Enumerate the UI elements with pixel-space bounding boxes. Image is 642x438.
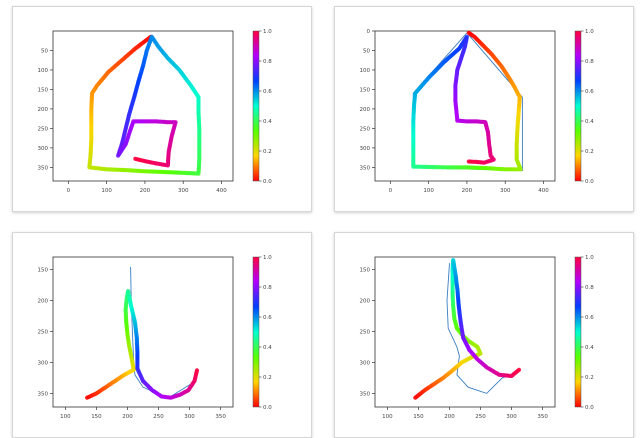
plot-panel-1: 0 100 200 300 400 50 100 150 200 250 300 350 0.0 0.2 0… <box>12 6 312 212</box>
x-tick-label: 400 <box>538 188 549 194</box>
y-tick-label: 250 <box>38 329 49 335</box>
colorbar-tick-label: 0.0 <box>585 179 594 185</box>
y-tick-label: 350 <box>38 165 49 171</box>
trajectory-point <box>466 159 471 164</box>
colorbar-tick-label: 0.4 <box>263 119 272 125</box>
x-tick-label: 400 <box>216 188 227 194</box>
colorbar-tick-label: 0.2 <box>585 149 594 155</box>
x-tick-label: 200 <box>140 188 151 194</box>
y-tick-label: 200 <box>38 298 49 304</box>
colorbar-tick-label: 0.6 <box>263 315 272 321</box>
colorbar-tick-label: 0.2 <box>263 149 272 155</box>
trajectory-point <box>194 368 200 373</box>
y-tick-label: 250 <box>38 126 49 132</box>
colorbar-tick-label: 0.6 <box>585 315 594 321</box>
x-tick-label: 250 <box>475 414 486 420</box>
reference-line <box>412 32 523 171</box>
trajectory-point <box>516 367 522 372</box>
x-tick-label: 100 <box>60 414 71 420</box>
x-tick-label: 100 <box>101 188 112 194</box>
y-tick-label: 150 <box>38 267 49 273</box>
colorbar-tick-label: 1.0 <box>585 29 594 35</box>
x-tick-label: 0 <box>389 188 393 194</box>
y-tick-label: 50 <box>41 48 48 54</box>
x-tick-label: 100 <box>382 414 393 420</box>
y-tick-label: 250 <box>360 329 371 335</box>
colorbar-tick-label: 0.4 <box>263 345 272 351</box>
colorbar-tick-label: 0.6 <box>585 89 594 95</box>
colorbar-tick-label: 0.4 <box>585 119 594 125</box>
x-tick-label: 200 <box>462 188 473 194</box>
colorbar-tick-label: 0.0 <box>585 405 594 411</box>
x-tick-label: 350 <box>215 414 226 420</box>
trajectory-plot-3: 100 150 200 250 300 350 150 200 250 300 350 0.0 0.2 0… <box>38 255 273 420</box>
trajectory-plot-4: 100 150 200 250 300 350 150 200 250 300 350 0.0 0.2 0… <box>360 255 595 420</box>
x-tick-label: 150 <box>413 414 424 420</box>
x-tick-label: 350 <box>537 414 548 420</box>
axes-frame <box>374 256 556 408</box>
y-tick-label: 300 <box>360 146 371 152</box>
colorbar <box>574 30 582 182</box>
colorbar-tick-label: 0.8 <box>585 285 594 291</box>
plot-panel-3: 100 150 200 250 300 350 150 200 250 300 350 0.0 0.2 0… <box>12 232 312 438</box>
axes-frame <box>52 30 234 182</box>
y-tick-label: 300 <box>38 360 49 366</box>
colorbar-tick-label: 1.0 <box>263 255 272 261</box>
y-tick-label: 50 <box>363 48 370 54</box>
plot-panel-4: 100 150 200 250 300 350 150 200 250 300 350 0.0 0.2 0… <box>334 232 634 438</box>
trajectory-point <box>133 156 138 161</box>
x-tick-label: 300 <box>178 188 189 194</box>
colorbar-tick-label: 0.8 <box>263 59 272 65</box>
y-tick-label: 250 <box>360 126 371 132</box>
y-tick-label: 100 <box>38 68 49 74</box>
colorbar-tick-label: 0.8 <box>585 59 594 65</box>
y-tick-label: 300 <box>38 146 49 152</box>
y-tick-label: 150 <box>38 87 49 93</box>
y-tick-label: 350 <box>360 391 371 397</box>
trajectory-plot-1: 0 100 200 300 400 50 100 150 200 250 300 350 0.0 0.2 0… <box>38 29 273 194</box>
y-tick-label: 350 <box>38 391 49 397</box>
colorbar <box>252 30 260 182</box>
colorbar-tick-label: 1.0 <box>263 29 272 35</box>
x-tick-label: 300 <box>506 414 517 420</box>
colorbar <box>252 256 260 408</box>
x-tick-label: 150 <box>91 414 102 420</box>
y-tick-label: 300 <box>360 360 371 366</box>
colorbar <box>574 256 582 408</box>
colorbar-tick-label: 0.4 <box>585 345 594 351</box>
x-tick-label: 0 <box>67 188 71 194</box>
y-tick-label: 200 <box>38 107 49 113</box>
x-tick-label: 250 <box>153 414 164 420</box>
y-tick-label: 0 <box>367 29 371 35</box>
y-tick-label: 150 <box>360 87 371 93</box>
x-tick-label: 200 <box>122 414 133 420</box>
x-tick-label: 300 <box>500 188 511 194</box>
y-tick-label: 350 <box>360 165 371 171</box>
axes-frame <box>374 30 556 182</box>
trajectory-plot-2: 0 100 200 300 400 0 50 100 150 200 250 300 350 0.0 0.2… <box>360 29 595 194</box>
y-tick-label: 100 <box>360 68 371 74</box>
colorbar-tick-label: 0.6 <box>263 89 272 95</box>
plot-panel-2: 0 100 200 300 400 0 50 100 150 200 250 300 350 0.0 0.2… <box>334 6 634 212</box>
y-tick-label: 200 <box>360 298 371 304</box>
colorbar-tick-label: 1.0 <box>585 255 594 261</box>
colorbar-tick-label: 0.2 <box>585 375 594 381</box>
colorbar-tick-label: 0.0 <box>263 179 272 185</box>
y-tick-label: 200 <box>360 107 371 113</box>
x-tick-label: 300 <box>184 414 195 420</box>
colorbar-tick-label: 0.0 <box>263 405 272 411</box>
y-tick-label: 150 <box>360 267 371 273</box>
axes-frame <box>52 256 234 408</box>
x-tick-label: 200 <box>444 414 455 420</box>
colorbar-tick-label: 0.2 <box>263 375 272 381</box>
x-tick-label: 100 <box>423 188 434 194</box>
colorbar-tick-label: 0.8 <box>263 285 272 291</box>
